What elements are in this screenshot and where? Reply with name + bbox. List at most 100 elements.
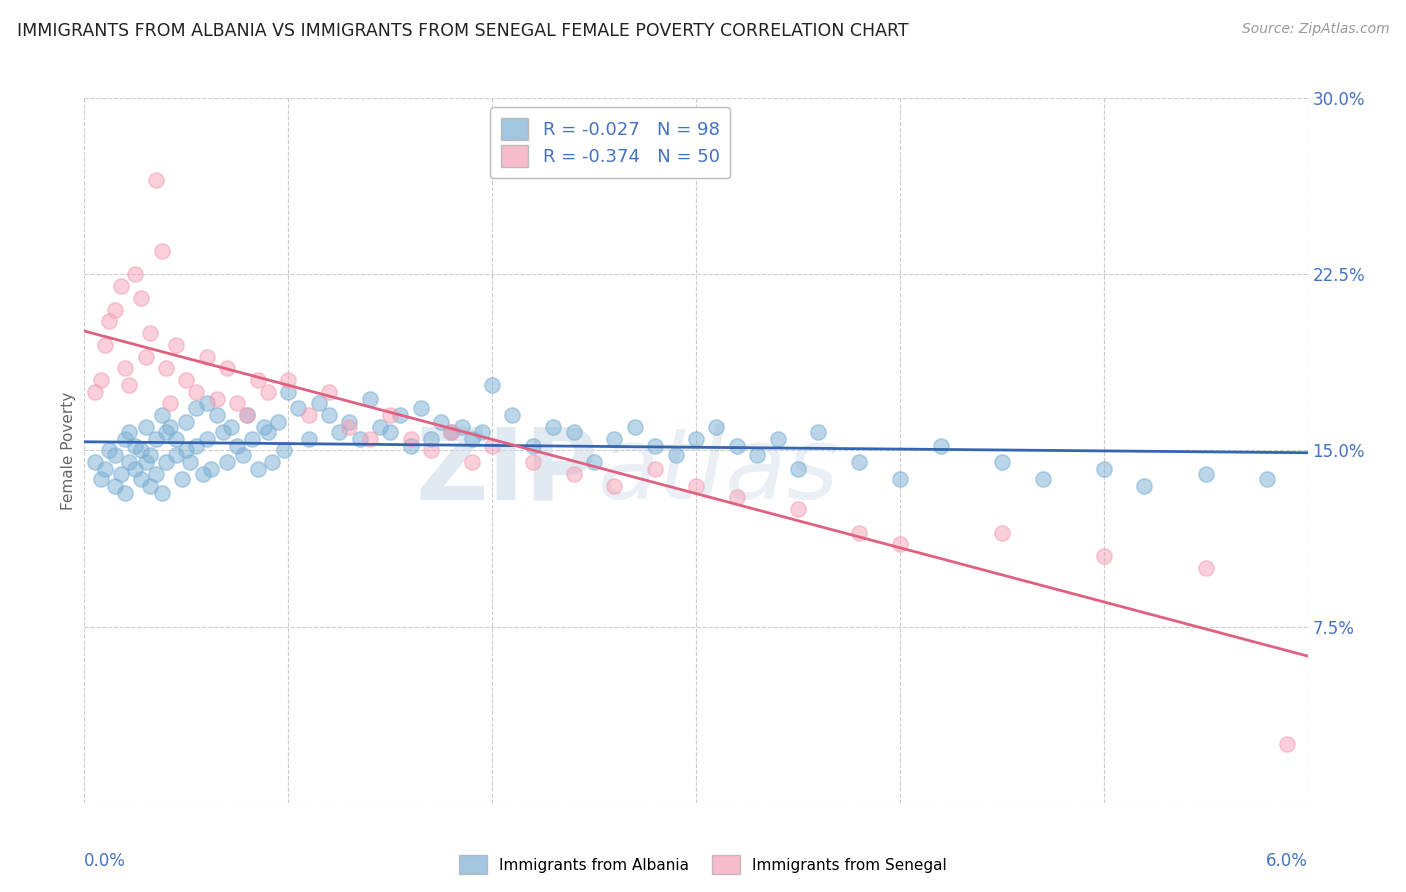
Point — [787, 462, 810, 476]
Point — [461, 432, 484, 446]
Point — [603, 478, 626, 492]
Point — [298, 432, 321, 446]
Point — [277, 373, 299, 387]
Point — [685, 478, 707, 492]
Point — [114, 432, 136, 446]
Point — [150, 485, 173, 500]
Point — [172, 472, 194, 486]
Point — [461, 455, 484, 469]
Point — [848, 455, 870, 469]
Point — [135, 350, 157, 364]
Point — [104, 302, 127, 317]
Point — [328, 425, 350, 439]
Point — [409, 401, 432, 416]
Point — [155, 455, 177, 469]
Point — [246, 373, 269, 387]
Point — [430, 415, 453, 429]
Point — [110, 467, 132, 481]
Point — [110, 279, 132, 293]
Point — [522, 439, 544, 453]
Point — [165, 432, 187, 446]
Point — [118, 455, 141, 469]
Point — [1256, 472, 1278, 486]
Point — [159, 420, 181, 434]
Text: Source: ZipAtlas.com: Source: ZipAtlas.com — [1241, 22, 1389, 37]
Point — [766, 432, 789, 446]
Point — [725, 439, 748, 453]
Point — [200, 462, 222, 476]
Point — [399, 439, 422, 453]
Point — [232, 448, 254, 462]
Point — [543, 420, 565, 434]
Point — [339, 420, 361, 434]
Point — [318, 384, 340, 399]
Point — [205, 409, 228, 423]
Point — [420, 432, 443, 446]
Point — [359, 432, 381, 446]
Point — [240, 432, 263, 446]
Point — [131, 443, 153, 458]
Point — [83, 455, 105, 469]
Point — [93, 462, 115, 476]
Point — [787, 502, 810, 516]
Point — [665, 448, 688, 462]
Point — [368, 420, 391, 434]
Point — [174, 443, 197, 458]
Point — [1092, 549, 1115, 564]
Point — [186, 439, 208, 453]
Point — [807, 425, 830, 439]
Point — [217, 455, 239, 469]
Point — [186, 401, 208, 416]
Point — [287, 401, 309, 416]
Point — [1032, 472, 1054, 486]
Point — [104, 478, 127, 492]
Point — [644, 439, 666, 453]
Point — [298, 409, 321, 423]
Point — [440, 425, 463, 439]
Point — [389, 409, 412, 423]
Point — [246, 462, 269, 476]
Point — [118, 425, 141, 439]
Text: atlas: atlas — [598, 423, 839, 520]
Point — [359, 392, 381, 406]
Point — [226, 439, 249, 453]
Point — [104, 448, 127, 462]
Point — [349, 432, 371, 446]
Point — [257, 384, 280, 399]
Point — [991, 455, 1014, 469]
Point — [1092, 462, 1115, 476]
Point — [481, 377, 503, 392]
Point — [273, 443, 295, 458]
Text: IMMIGRANTS FROM ALBANIA VS IMMIGRANTS FROM SENEGAL FEMALE POVERTY CORRELATION CH: IMMIGRANTS FROM ALBANIA VS IMMIGRANTS FR… — [17, 22, 908, 40]
Point — [1195, 561, 1218, 575]
Point — [562, 467, 585, 481]
Point — [131, 291, 153, 305]
Point — [624, 420, 647, 434]
Point — [685, 432, 707, 446]
Point — [253, 420, 276, 434]
Point — [522, 455, 544, 469]
Point — [399, 432, 422, 446]
Point — [195, 432, 218, 446]
Point — [135, 455, 157, 469]
Point — [440, 425, 463, 439]
Point — [380, 409, 402, 423]
Point — [562, 425, 585, 439]
Text: 0.0%: 0.0% — [84, 852, 127, 870]
Point — [257, 425, 280, 439]
Point — [165, 448, 187, 462]
Point — [145, 467, 167, 481]
Y-axis label: Female Poverty: Female Poverty — [60, 392, 76, 509]
Text: 6.0%: 6.0% — [1265, 852, 1308, 870]
Point — [145, 173, 167, 187]
Point — [114, 485, 136, 500]
Point — [155, 361, 177, 376]
Point — [205, 392, 228, 406]
Point — [195, 350, 218, 364]
Point — [267, 415, 290, 429]
Point — [114, 361, 136, 376]
Point — [174, 415, 197, 429]
Text: ZIP: ZIP — [415, 423, 598, 520]
Point — [308, 396, 330, 410]
Point — [131, 472, 153, 486]
